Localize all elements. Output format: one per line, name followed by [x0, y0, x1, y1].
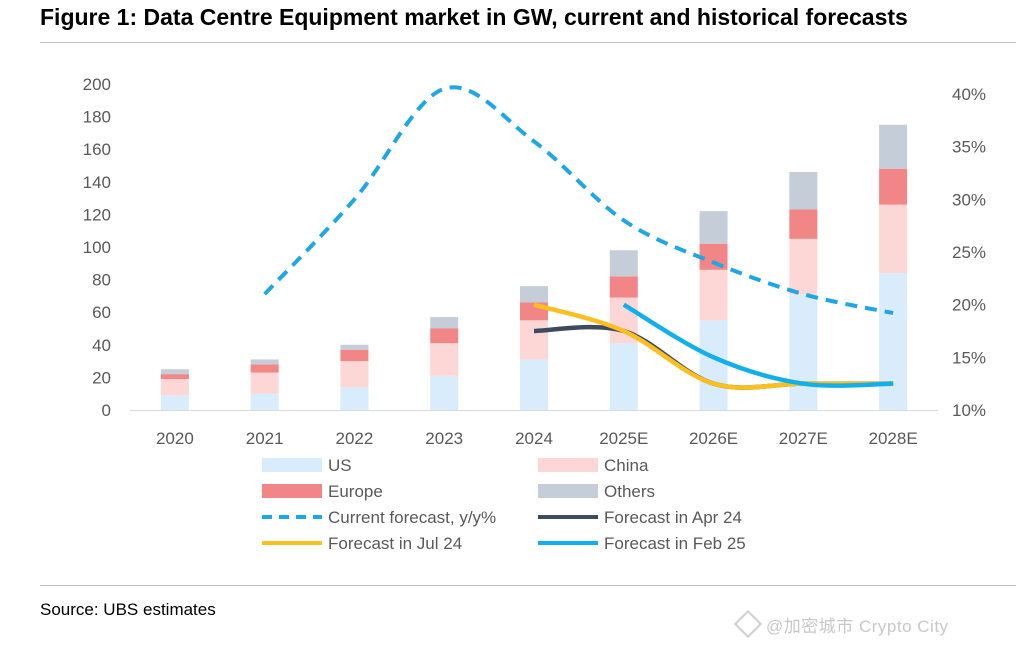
- bar-china-2027e: [789, 238, 818, 295]
- x-tick-label: 2028E: [869, 429, 918, 448]
- y-left-tick-label: 80: [92, 271, 111, 290]
- legend: US China Europe Others Current forecast, y/y…: [262, 456, 746, 553]
- line-current-forecast-y-y: [263, 85, 894, 316]
- legend-forecast-in-jul-24-label: Forecast in Jul 24: [328, 534, 462, 553]
- legend-us-label: US: [328, 456, 352, 475]
- legend-forecast-in-feb-25-label: Forecast in Feb 25: [604, 534, 746, 553]
- legend-others-label: Others: [604, 482, 655, 501]
- bar-europe-2025e: [609, 276, 638, 298]
- y-left-tick-label: 200: [83, 75, 111, 94]
- bar-others-2025e: [609, 250, 638, 277]
- bar-others-2020: [160, 369, 189, 375]
- watermark-logo-icon: [733, 609, 763, 639]
- bar-others-2023: [430, 317, 459, 329]
- x-tick-label: 2026E: [689, 429, 738, 448]
- y-left-tick-label: 120: [83, 205, 111, 224]
- y-left-tick-label: 0: [102, 401, 111, 420]
- chart-canvas: 0 20 40 60 80 100 120 140 160 180 200 10% 15% 20% 25% 3…: [83, 75, 986, 553]
- x-tick-label: 2027E: [779, 429, 828, 448]
- legend-china-label: China: [604, 456, 649, 475]
- bar-china-2020: [160, 379, 189, 396]
- y-left-tick-label: 140: [83, 173, 111, 192]
- y-right-tick-label: 35%: [952, 138, 986, 157]
- watermark: @加密城市 Crypto City: [733, 609, 949, 639]
- y-left-tick-label: 180: [83, 108, 111, 127]
- bar-others-2028e: [879, 124, 908, 169]
- bar-china-2024: [520, 320, 548, 360]
- bar-china-2028e: [879, 204, 908, 274]
- bar-europe-2023: [430, 328, 459, 344]
- bar-europe-2020: [160, 374, 189, 380]
- bar-europe-2022: [340, 349, 369, 362]
- y-right-tick-label: 40%: [952, 85, 986, 104]
- title-divider: [40, 42, 1016, 43]
- bar-us-2025e: [609, 343, 638, 410]
- x-tick-label: 2023: [425, 429, 463, 448]
- bar-us-2020: [160, 395, 189, 410]
- bar-china-2022: [340, 361, 369, 388]
- x-tick-label: 2024: [515, 429, 553, 448]
- legend-us-swatch: [262, 458, 322, 472]
- legend-china-swatch: [538, 458, 598, 472]
- bar-others-2024: [520, 286, 548, 303]
- bar-china-2023: [430, 343, 459, 376]
- bar-others-2026e: [699, 211, 728, 244]
- legend-others-swatch: [538, 484, 598, 498]
- x-tick-label: 2021: [246, 429, 284, 448]
- watermark-text: @加密城市 Crypto City: [766, 617, 949, 636]
- chart-title: Figure 1: Data Centre Equipment market i…: [40, 4, 908, 30]
- y-left-tick-label: 40: [92, 336, 111, 355]
- bar-us-2024: [520, 359, 548, 410]
- x-tick-label: 2025E: [599, 429, 648, 448]
- bar-europe-2028e: [879, 168, 908, 205]
- bar-china-2021: [250, 372, 279, 394]
- legend-europe-label: Europe: [328, 482, 383, 501]
- bar-others-2022: [340, 344, 369, 350]
- bar-us-2026e: [699, 320, 728, 410]
- x-tick-label: 2020: [156, 429, 194, 448]
- bar-us-2023: [430, 375, 459, 410]
- y-left-tick-label: 60: [92, 303, 111, 322]
- footer-divider: [40, 585, 1016, 586]
- y-right-tick-label: 20%: [952, 296, 986, 315]
- bar-us-2021: [250, 393, 279, 410]
- legend-forecast-in-apr-24-label: Forecast in Apr 24: [604, 508, 742, 527]
- y-left-tick-label: 160: [83, 140, 111, 159]
- bar-europe-2021: [250, 364, 279, 373]
- axis-layer: 0 20 40 60 80 100 120 140 160 180 200 10% 15% 20% 25% 3…: [83, 75, 986, 448]
- bar-others-2021: [250, 359, 279, 365]
- bar-layer: [160, 124, 908, 410]
- legend-europe-swatch: [262, 484, 322, 498]
- line-forecast-in-feb-25: [622, 302, 894, 388]
- bar-us-2027e: [789, 294, 818, 410]
- y-right-tick-label: 10%: [952, 401, 986, 420]
- y-left-tick-label: 100: [83, 238, 111, 257]
- bar-europe-2027e: [789, 209, 818, 239]
- y-right-tick-label: 25%: [952, 243, 986, 262]
- line-layer: [263, 85, 894, 390]
- bar-us-2022: [340, 387, 369, 410]
- y-right-tick-label: 30%: [952, 190, 986, 209]
- x-tick-label: 2022: [336, 429, 374, 448]
- bar-china-2026e: [699, 269, 728, 321]
- bar-us-2028e: [879, 273, 908, 410]
- source-note: Source: UBS estimates: [40, 600, 216, 619]
- y-left-tick-label: 20: [92, 368, 111, 387]
- bar-others-2027e: [789, 172, 818, 210]
- legend-current-forecast-y-y-label: Current forecast, y/y%: [328, 508, 496, 527]
- y-right-tick-label: 15%: [952, 348, 986, 367]
